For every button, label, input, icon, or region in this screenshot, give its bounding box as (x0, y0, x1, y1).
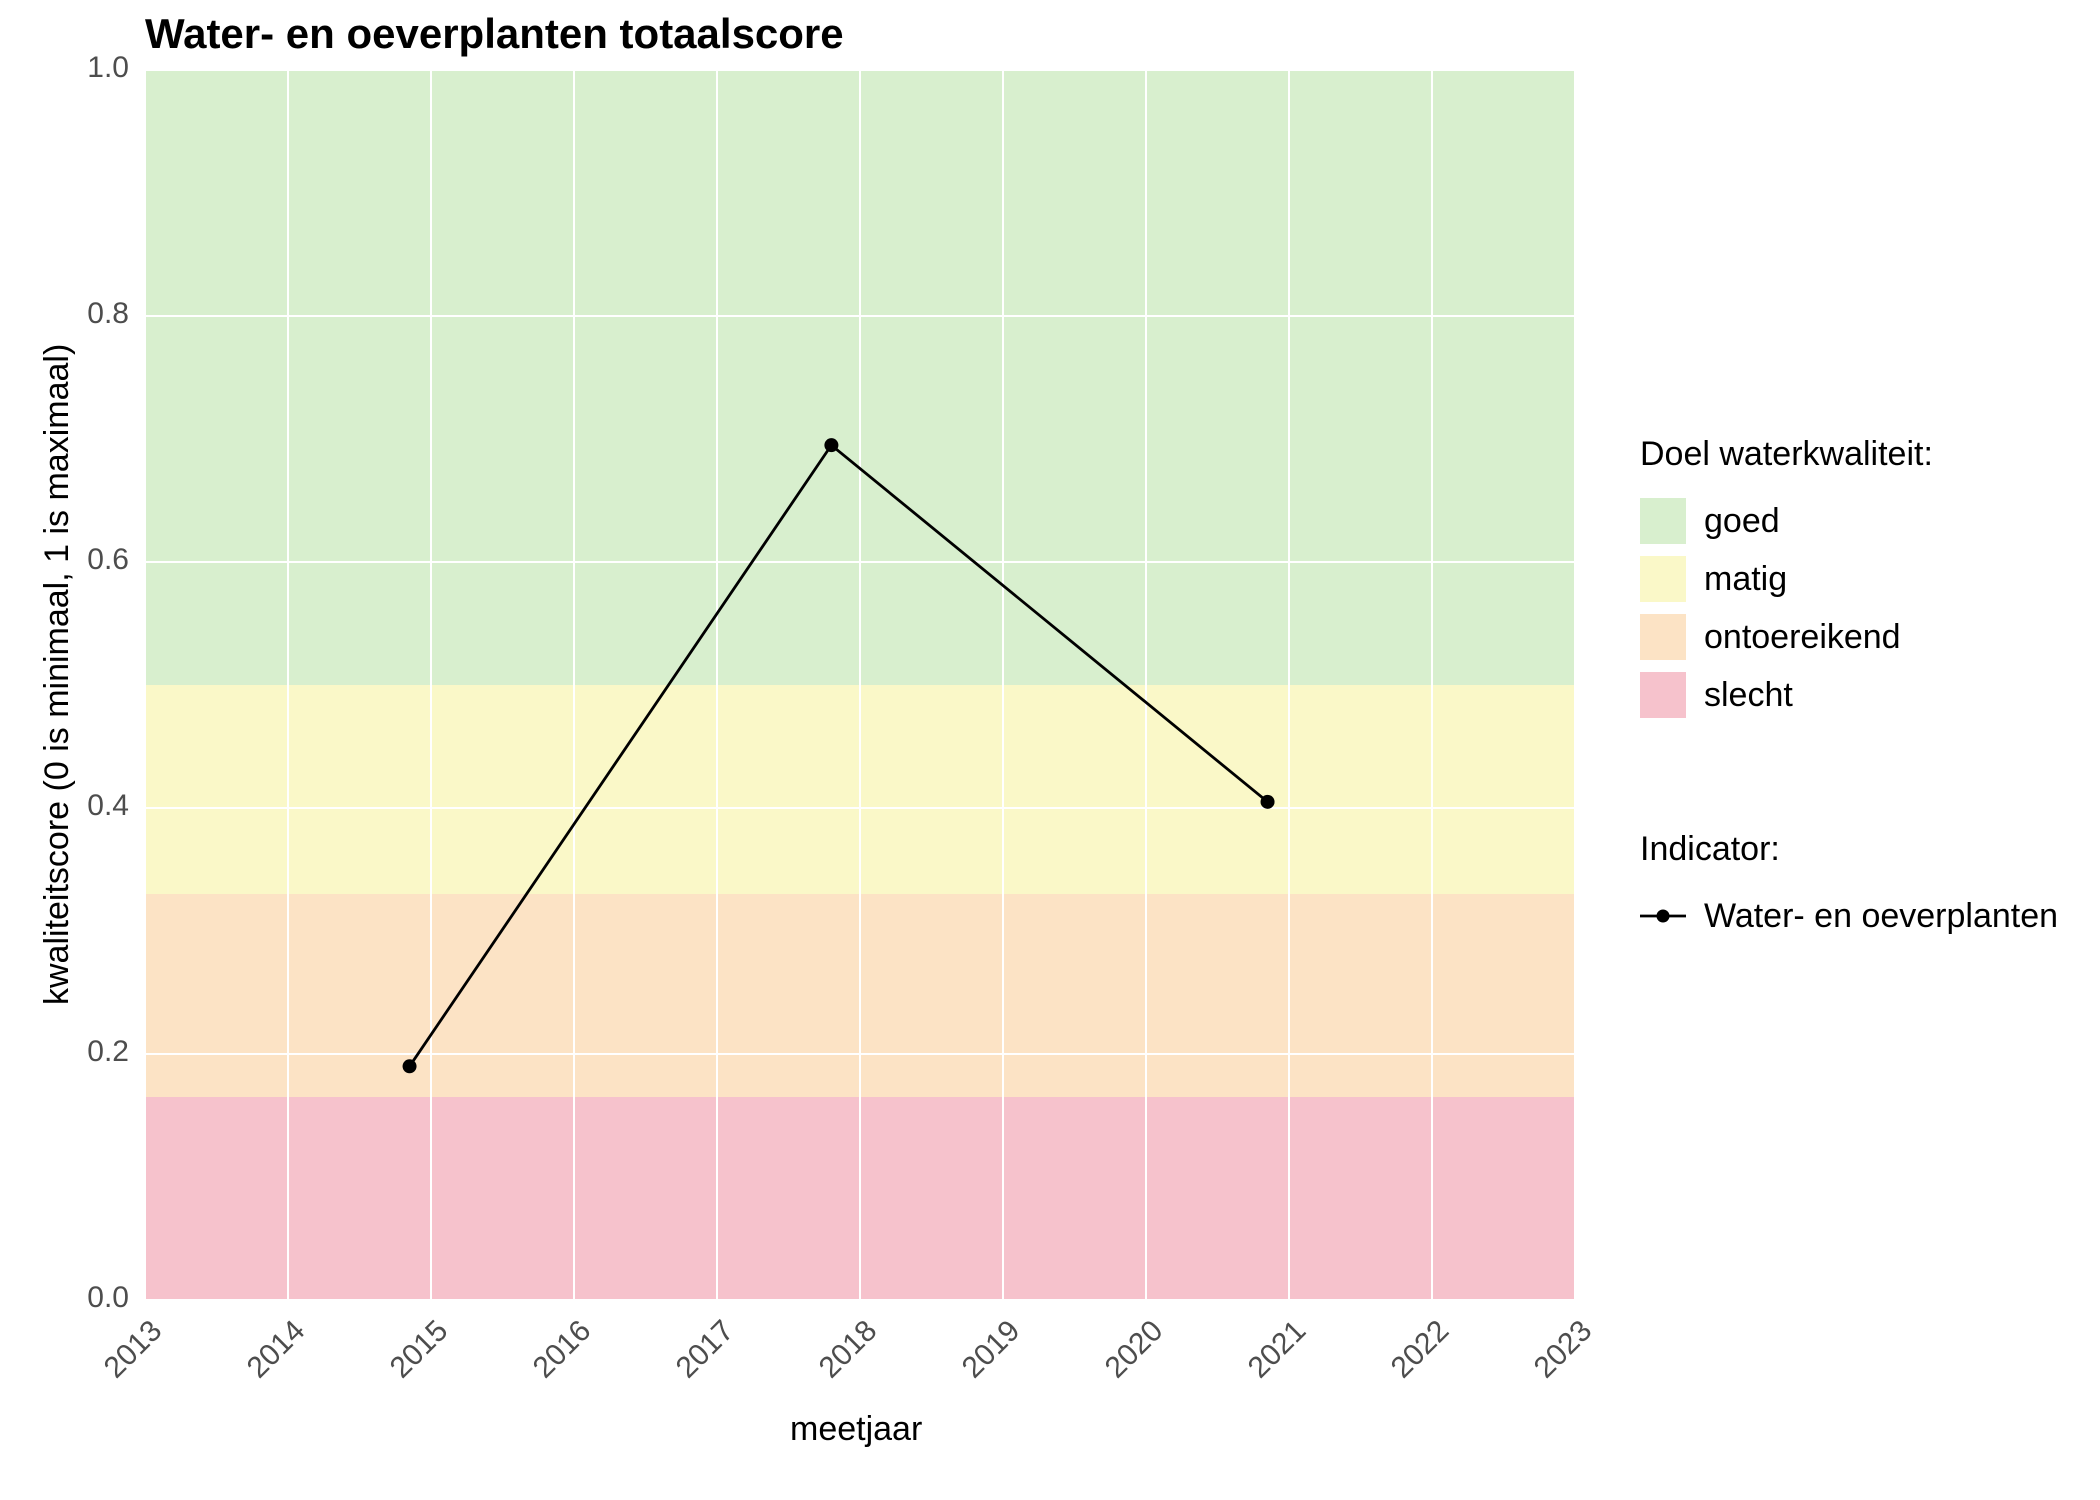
y-tick-label: 0.4 (87, 789, 129, 823)
legend-band-label: goed (1704, 502, 1780, 541)
x-tick-label: 2023 (1528, 1314, 1599, 1385)
legend-band-label: ontoereikend (1704, 618, 1901, 657)
legend-swatch (1640, 614, 1686, 660)
legend-swatch (1640, 672, 1686, 718)
y-tick-label: 1.0 (87, 51, 129, 85)
legend-indicator: Indicator: Water- en oeverplanten (1640, 830, 2058, 951)
chart-container: Water- en oeverplanten totaalscore kwali… (0, 0, 2100, 1500)
legend-band-item: ontoereikend (1640, 614, 1933, 660)
x-tick-label: 2021 (1242, 1314, 1313, 1385)
legend-swatch (1640, 556, 1686, 602)
chart-title: Water- en oeverplanten totaalscore (145, 10, 844, 58)
x-tick-label: 2018 (813, 1314, 884, 1385)
legend-indicator-label: Water- en oeverplanten (1704, 897, 2058, 936)
data-point (824, 438, 838, 452)
legend-indicator-symbol (1640, 893, 1686, 939)
legend-bands-title: Doel waterkwaliteit: (1640, 435, 1933, 474)
legend-swatch (1640, 498, 1686, 544)
x-axis-title: meetjaar (790, 1410, 922, 1449)
legend-band-item: goed (1640, 498, 1933, 544)
y-tick-label: 0.8 (87, 297, 129, 331)
x-tick-label: 2016 (527, 1314, 598, 1385)
x-tick-label: 2013 (98, 1314, 169, 1385)
legend-indicator-item: Water- en oeverplanten (1640, 893, 2058, 939)
y-axis-title: kwaliteitscore (0 is minimaal, 1 is maxi… (38, 344, 77, 1005)
x-tick-label: 2020 (1099, 1314, 1170, 1385)
legend-band-item: matig (1640, 556, 1933, 602)
x-tick-label: 2017 (670, 1314, 741, 1385)
x-tick-label: 2022 (1385, 1314, 1456, 1385)
line-layer (145, 70, 1575, 1300)
data-point (1261, 795, 1275, 809)
plot-area (145, 70, 1575, 1300)
legend-band-label: slecht (1704, 676, 1793, 715)
legend-bands: Doel waterkwaliteit: goed matig ontoereike… (1640, 435, 1933, 730)
legend-band-label: matig (1704, 560, 1787, 599)
series-line (410, 445, 1268, 1066)
x-tick-label: 2014 (241, 1314, 312, 1385)
x-tick-label: 2015 (384, 1314, 455, 1385)
legend-band-item: slecht (1640, 672, 1933, 718)
legend-indicator-title: Indicator: (1640, 830, 2058, 869)
y-tick-label: 0.6 (87, 543, 129, 577)
y-tick-label: 0.0 (87, 1281, 129, 1315)
x-tick-label: 2019 (956, 1314, 1027, 1385)
data-point (403, 1059, 417, 1073)
y-tick-label: 0.2 (87, 1035, 129, 1069)
